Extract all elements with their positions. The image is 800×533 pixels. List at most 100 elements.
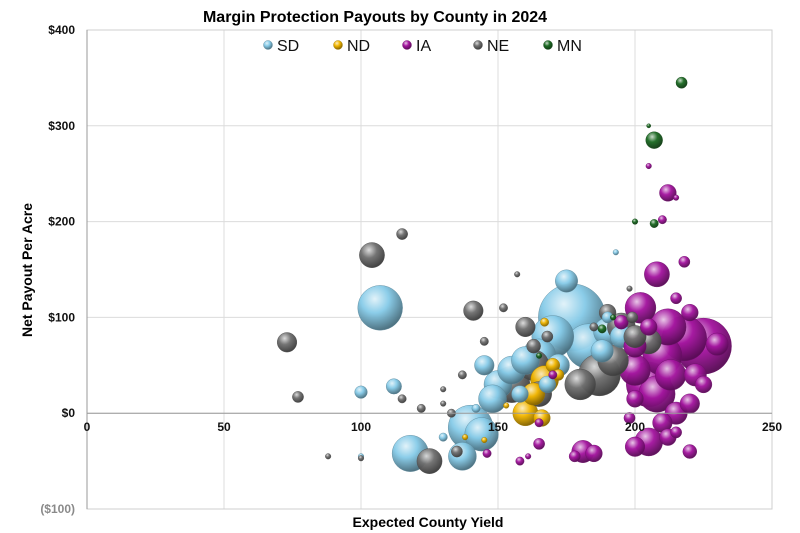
bubble-nd-6 [462,434,469,441]
grid-layer [86,29,773,510]
bubble-sd-23 [590,339,614,363]
bubble-sd-2 [385,378,402,395]
chart-title: Margin Protection Payouts by County in 2… [203,9,547,26]
bubble-ia-11 [678,256,691,268]
legend-marker-mn [543,40,553,50]
bubble-ia-27 [533,438,545,450]
x-tick-label-250: 250 [762,420,782,434]
x-tick-label-100: 100 [351,420,371,434]
bubble-ia-39 [548,370,558,380]
axis-layer: 0 50 100 150 200 250 ($100) $0 $100 $200 $300 $400 [40,23,782,516]
bubble-mn-4 [597,324,607,334]
bubble-sd-14 [555,269,578,293]
bubble-nd-7 [481,437,488,444]
bubble-ne-3 [396,228,408,240]
y-tick-label-400: $400 [48,23,75,37]
bubble-mn-1 [645,131,663,149]
legend-marker-ia [402,40,412,50]
bubble-mn-0 [675,76,688,89]
bubble-ne-4 [463,300,484,321]
y-tick-label-100: ($100) [40,502,75,516]
bubble-ia-20 [625,436,646,457]
bubble-ne-12 [623,325,647,348]
bubble-ne-29 [589,322,599,332]
bubble-sd-24 [612,249,619,256]
bubble-ia-26 [568,450,581,463]
bubble-ia-25 [585,444,603,463]
bubble-ia-38 [640,318,658,336]
bubble-mn-2 [649,219,659,228]
bubble-ia-34 [673,194,680,201]
bubble-ia-22 [682,444,697,459]
bubble-ia-12 [670,292,682,305]
bubble-sd-18 [478,384,507,414]
bubble-ne-31 [358,455,365,462]
x-tick-label-50: 50 [217,420,231,434]
bubble-ia-37 [614,314,629,330]
bubble-ne-8 [564,368,596,401]
bubble-ne-25 [626,285,633,292]
legend-marker-ne [473,40,483,50]
bubble-layer [277,76,732,474]
bubble-ne-33 [440,400,447,407]
bubble-ne-20 [457,370,467,380]
bubble-ne-27 [499,303,508,313]
bubble-ia-30 [658,215,667,225]
bubble-ne-1 [277,332,298,353]
bubble-ia-29 [482,449,492,458]
bubble-ne-19 [451,445,463,458]
legend-label-ia: IA [416,38,431,55]
bubble-ia-9 [644,261,670,288]
bubble-ia-41 [525,453,532,460]
bubble-nd-4 [540,317,549,327]
bubble-sd-25 [471,404,481,413]
bubble-sd-5 [448,442,477,471]
y-tick-label-100: $100 [48,310,75,324]
bubble-ia-33 [623,412,636,424]
x-tick-label-200: 200 [625,420,645,434]
bubble-sd-17 [511,346,540,375]
legend-marker-sd [263,40,273,50]
y-axis-title: Net Payout Per Acre [19,203,35,337]
bubble-ia-32 [626,390,644,408]
x-tick-label-0: 0 [84,420,91,434]
bubble-ne-18 [416,448,443,474]
bubble-ne-30 [325,453,332,460]
bubble-sd-21 [538,375,556,394]
bubble-ne-23 [397,394,407,404]
bubble-ia-35 [694,375,713,394]
bubble-ia-4 [655,359,687,391]
bubble-ne-2 [292,391,304,403]
y-tick-label-200: $200 [48,215,75,229]
legend-label-mn: MN [557,38,582,55]
bubble-ne-16 [526,338,541,354]
bubble-mn-5 [610,314,617,321]
bubble-ne-26 [479,336,489,346]
y-tick-label-0: $0 [62,406,76,420]
x-axis-title: Expected County Yield [353,514,504,530]
bubble-ia-40 [534,418,544,428]
bubble-mn-6 [536,352,543,359]
legend: SD ND IA NE MN [263,38,582,55]
bubble-ne-17 [541,330,554,343]
bubble-ia-31 [645,163,652,170]
legend-label-nd: ND [347,38,370,55]
legend-label-sd: SD [277,38,299,55]
bubble-ne-22 [416,404,426,413]
bubble-ia-14 [705,332,729,356]
legend-marker-nd [333,40,343,50]
bubble-ne-15 [515,316,536,337]
bubble-ia-10 [659,184,677,202]
bubble-nd-8 [503,402,510,409]
bubble-ne-28 [514,271,521,278]
bubble-sd-1 [354,385,368,399]
bubble-ia-23 [670,426,682,439]
bubble-sd-0 [357,285,403,331]
bubble-sd-7 [474,355,495,376]
bubble-mn-7 [646,123,652,129]
bubble-sd-20 [511,385,529,403]
bubble-ne-21 [440,386,447,393]
bubble-sd-26 [438,432,448,442]
